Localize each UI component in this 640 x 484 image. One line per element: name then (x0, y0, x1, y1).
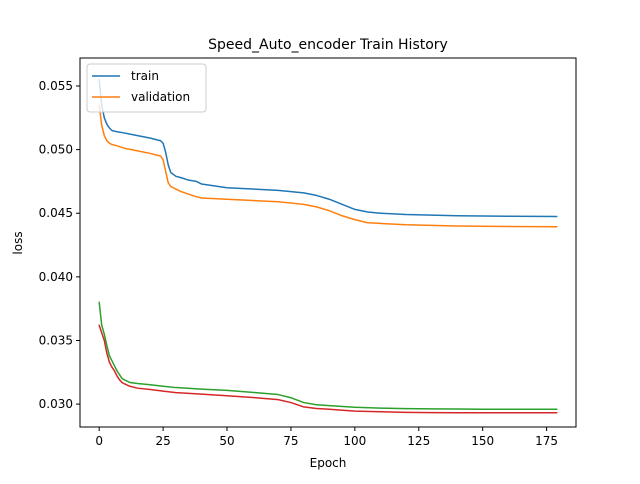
series-line-series-4 (98, 324, 558, 414)
x-tick-label: 75 (283, 434, 298, 448)
plot-lines (98, 78, 558, 414)
series-line-series-3 (98, 301, 558, 410)
y-tick-label: 0.035 (39, 333, 73, 347)
x-tick-label: 50 (219, 434, 234, 448)
legend: train validation (86, 63, 207, 113)
x-tick-label: 25 (155, 434, 170, 448)
y-axis-label: loss (11, 231, 25, 254)
y-tick-label: 0.030 (39, 397, 73, 411)
x-axis: 0 25 50 75 100 125 150 175 (95, 427, 558, 448)
y-axis: 0.030 0.035 0.040 0.045 0.050 0.055 (39, 79, 80, 411)
legend-label-validation: validation (131, 90, 190, 104)
y-tick-label: 0.055 (39, 79, 73, 93)
x-tick-label: 125 (407, 434, 430, 448)
x-tick-label: 0 (95, 434, 103, 448)
y-tick-label: 0.040 (39, 270, 73, 284)
plot-frame (79, 57, 577, 428)
x-axis-label: Epoch (310, 456, 347, 470)
y-tick-label: 0.045 (39, 206, 73, 220)
series-line-validation (98, 104, 558, 228)
series-line-train (98, 78, 558, 218)
x-tick-label: 150 (471, 434, 494, 448)
y-tick-label: 0.050 (39, 143, 73, 157)
legend-label-train: train (131, 69, 159, 83)
x-tick-label: 175 (535, 434, 558, 448)
x-tick-label: 100 (343, 434, 366, 448)
chart-title: Speed_Auto_encoder Train History (208, 37, 448, 53)
